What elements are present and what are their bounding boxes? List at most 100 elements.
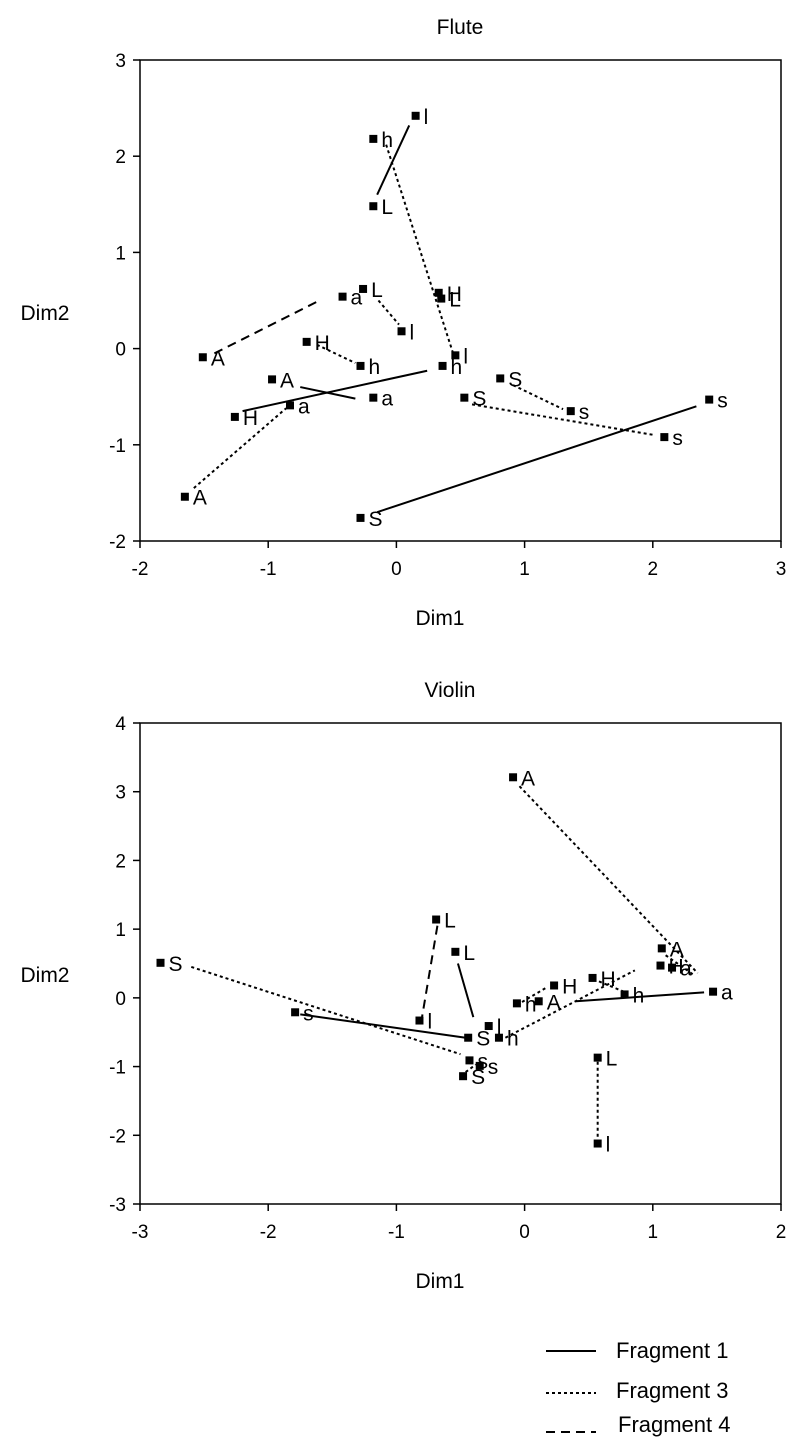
- data-point-label: a: [680, 958, 692, 981]
- legend-item-fragment-1: Fragment 1: [546, 1338, 729, 1363]
- data-point-label: A: [547, 991, 561, 1014]
- data-point-label: s: [579, 401, 590, 424]
- data-point-label: A: [280, 369, 294, 392]
- data-point-marker: [588, 973, 597, 982]
- x-tick-label: -2: [132, 559, 149, 580]
- data-point-label: L: [463, 942, 475, 965]
- y-tick-label: -1: [109, 436, 126, 457]
- flute-plot-frame: [139, 59, 782, 542]
- data-point-label: h: [369, 356, 381, 379]
- legend-label: Fragment 3: [616, 1378, 729, 1403]
- data-point-label: l: [497, 1016, 502, 1039]
- data-point-marker: [705, 395, 714, 404]
- flute-axis-ticks: -2 -1 0 1 2 3 -2 -1 0 1 2 3: [109, 51, 786, 580]
- data-point-marker: [285, 401, 294, 410]
- data-point-label: h: [381, 129, 393, 152]
- y-tick-label: -1: [109, 1058, 126, 1079]
- fragment-segment: [465, 1063, 477, 1073]
- data-point-label: l: [463, 345, 468, 368]
- data-point-label: h: [451, 356, 463, 379]
- y-tick-label: 2: [115, 147, 126, 168]
- data-point-label: H: [447, 283, 462, 306]
- data-point-label: h: [525, 993, 537, 1016]
- data-point-marker: [660, 433, 669, 442]
- data-point-marker: [484, 1022, 493, 1031]
- fragment-segment: [300, 386, 356, 400]
- legend-label: Fragment 1: [616, 1338, 729, 1363]
- data-point-marker: [475, 1061, 484, 1070]
- data-point-marker: [156, 958, 165, 967]
- data-point-label: a: [351, 287, 363, 310]
- data-point-label: H: [668, 956, 683, 979]
- data-point-marker: [465, 1056, 474, 1065]
- data-point-label: s: [672, 427, 683, 450]
- data-point-marker: [668, 963, 677, 972]
- fragment-segment: [300, 1013, 466, 1039]
- x-tick-label: -3: [132, 1222, 149, 1243]
- data-point-marker: [550, 981, 559, 990]
- x-tick-label: -1: [260, 559, 277, 580]
- x-tick-label: 1: [648, 1222, 659, 1243]
- data-point-label: S: [471, 1066, 485, 1089]
- data-point-label: S: [472, 388, 486, 411]
- x-tick-label: -2: [260, 1222, 277, 1243]
- violin-x-axis-title: Dim1: [415, 1270, 464, 1293]
- data-point-label: s: [303, 1002, 314, 1025]
- legend-item-fragment-3: Fragment 3: [546, 1378, 729, 1403]
- data-point-label: A: [193, 487, 207, 510]
- legend: Fragment 1 Fragment 3 Fragment 4: [546, 1338, 731, 1437]
- data-point-label: a: [381, 388, 393, 411]
- data-point-marker: [397, 327, 406, 336]
- data-point-marker: [434, 288, 443, 297]
- violin-plot-frame: [139, 722, 782, 1205]
- data-point-label: h: [507, 1028, 519, 1051]
- fragment-segment: [521, 986, 549, 1003]
- fragment-segment: [213, 299, 320, 355]
- fragment-segment: [377, 299, 400, 326]
- legend-item-fragment-4: Fragment 4: [546, 1412, 731, 1437]
- data-point-label: s: [488, 1056, 499, 1079]
- flute-x-axis-title: Dim1: [415, 607, 464, 630]
- data-point-marker: [451, 351, 460, 360]
- data-point-label: l: [410, 321, 415, 344]
- data-point-marker: [302, 337, 311, 346]
- data-point-marker: [460, 393, 469, 402]
- data-point-marker: [356, 513, 365, 522]
- data-point-marker: [464, 1033, 473, 1042]
- data-point-label: L: [444, 910, 456, 933]
- data-point-marker: [593, 1053, 602, 1062]
- data-point-marker: [356, 361, 365, 370]
- data-point-marker: [593, 1139, 602, 1148]
- x-tick-label: 1: [519, 559, 530, 580]
- x-tick-label: 0: [391, 559, 402, 580]
- data-point-label: A: [521, 767, 535, 790]
- y-tick-label: 2: [115, 851, 126, 872]
- data-point-marker: [268, 375, 277, 384]
- data-point-marker: [512, 999, 521, 1008]
- data-point-marker: [534, 997, 543, 1006]
- violin-y-axis-title: Dim2: [20, 964, 69, 987]
- fragment-segment: [456, 963, 475, 1018]
- data-point-label: a: [721, 982, 733, 1005]
- data-point-marker: [291, 1008, 300, 1017]
- fragment-segment: [190, 965, 461, 1056]
- x-tick-label: 3: [776, 559, 787, 580]
- fragment-segment: [421, 925, 439, 1018]
- data-point-marker: [230, 412, 239, 421]
- data-point-label: H: [243, 407, 258, 430]
- fragment-segment: [575, 991, 705, 1003]
- data-point-marker: [198, 353, 207, 362]
- fragment-segment: [518, 785, 699, 974]
- data-point-label: S: [369, 508, 383, 531]
- data-point-label: l: [427, 1011, 432, 1034]
- fragment-segment: [376, 405, 697, 514]
- fragment-segment: [193, 407, 287, 489]
- data-point-label: l: [606, 1134, 611, 1157]
- x-tick-label: -1: [388, 1222, 405, 1243]
- data-point-marker: [657, 944, 666, 953]
- fragment-segment: [242, 369, 428, 413]
